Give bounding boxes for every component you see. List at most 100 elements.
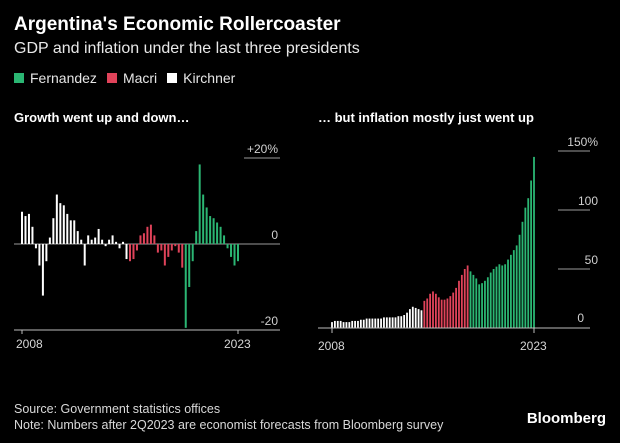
inflation-bar-macri [455, 287, 457, 328]
inflation-bar-kirchner [411, 306, 414, 328]
gdp-bar-kirchner [125, 244, 128, 260]
legend: Fernandez Macri Kirchner [14, 70, 235, 86]
inflation-bar-fernandez [518, 234, 521, 328]
inflation-bar-kirchner [365, 318, 368, 328]
inflation-bar-kirchner [374, 318, 377, 328]
gdp-bar-kirchner [69, 220, 72, 244]
gdp-bar-fernandez [230, 244, 233, 257]
gdp-bar-macri [149, 224, 152, 244]
legend-label-kirchner: Kirchner [183, 70, 236, 86]
inflation-bar-macri [449, 296, 452, 328]
gdp-bar-kirchner [101, 239, 104, 244]
gdp-bar-macri [156, 244, 159, 253]
chart-title: Argentina's Economic Rollercoaster [14, 14, 341, 35]
gdp-bar-macri [163, 244, 166, 266]
forecast-note: Note: Numbers after 2Q2023 are economist… [14, 418, 444, 432]
inflation-bar-fernandez [486, 277, 489, 328]
inflation-bar-macri [463, 269, 466, 328]
gdp-x-tick-label: 2008 [16, 337, 43, 351]
gdp-bar-kirchner [118, 244, 121, 249]
inflation-bar-kirchner [406, 312, 408, 328]
gdp-bar-macri [132, 244, 135, 260]
gdp-bar-macri [174, 244, 177, 247]
inflation-bar-macri [452, 292, 455, 328]
bloomberg-logo: Bloomberg [526, 410, 606, 427]
inflation-bar-kirchner [351, 320, 354, 328]
inflation-bar-kirchner [385, 317, 388, 328]
inflation-bar-fernandez [521, 221, 524, 328]
legend-item-macri: Macri [106, 70, 158, 86]
gdp-bar-kirchner [80, 239, 83, 244]
inflation-bar-fernandez [489, 272, 492, 328]
gdp-bar-fernandez [202, 194, 205, 244]
inflation-bar-fernandez [498, 264, 501, 328]
inflation-bar-fernandez [481, 283, 483, 328]
gdp-bar-macri [139, 235, 142, 244]
gdp-bar-kirchner [94, 237, 97, 244]
inflation-bar-kirchner [400, 316, 403, 328]
inflation-bar-fernandez [492, 269, 495, 328]
inflation-bar-macri [440, 299, 443, 328]
gdp-bar-fernandez [209, 216, 212, 244]
inflation-bar-kirchner [348, 322, 351, 328]
gdp-bar-fernandez [184, 244, 187, 328]
chart-subtitle: GDP and inflation under the last three p… [14, 40, 360, 57]
gdp-bar-kirchner [31, 226, 34, 244]
gdp-bar-kirchner [115, 241, 118, 244]
gdp-bar-fernandez [233, 244, 236, 266]
inflation-bar-kirchner [359, 319, 362, 328]
inflation-bar-kirchner [331, 322, 333, 328]
inflation-bar-fernandez [484, 280, 486, 328]
gdp-bar-macri [181, 244, 184, 268]
gdp-bar-kirchner [52, 218, 55, 244]
legend-label-macri: Macri [122, 70, 158, 86]
inflation-bar-fernandez [504, 264, 507, 328]
inflation-bar-fernandez [472, 274, 475, 328]
inflation-bar-kirchner [383, 317, 385, 328]
inflation-bar-fernandez [495, 266, 498, 328]
gdp-bar-macri [170, 244, 173, 251]
gdp-bar-kirchner [104, 244, 107, 247]
gdp-bar-kirchner [73, 220, 76, 244]
inflation-chart: 150% 100 50 0 2008 2023 [318, 135, 598, 353]
inflation-bar-macri [460, 274, 463, 328]
inflation-bar-fernandez [527, 198, 530, 328]
inflation-bar-fernandez [501, 265, 504, 328]
gdp-bar-macri [160, 244, 163, 251]
inflation-y-tick-label: 100 [578, 194, 598, 208]
inflation-bar-kirchner [380, 318, 382, 328]
gdp-bar-fernandez [198, 164, 201, 244]
inflation-bar-fernandez [515, 245, 518, 328]
inflation-bar-macri [458, 280, 460, 328]
inflation-bar-macri [434, 293, 437, 328]
inflation-panel-title: … but inflation mostly just went up [318, 110, 534, 125]
gdp-bar-fernandez [226, 244, 229, 249]
inflation-bar-kirchner [414, 307, 417, 328]
gdp-bar-kirchner [108, 239, 111, 244]
inflation-bar-fernandez [512, 250, 515, 328]
gdp-bar-fernandez [219, 226, 222, 244]
inflation-bar-kirchner [336, 320, 339, 328]
gdp-bar-fernandez [191, 244, 194, 262]
legend-swatch-macri [106, 73, 117, 83]
gdp-bar-kirchner [41, 244, 44, 296]
gdp-bar-fernandez [223, 235, 226, 244]
inflation-bar-macri [426, 298, 429, 328]
gdp-bar-kirchner [111, 235, 114, 244]
inflation-bar-fernandez [507, 259, 509, 328]
gdp-bar-kirchner [76, 231, 79, 244]
source-note: Source: Government statistics offices [14, 402, 221, 416]
legend-swatch-fernandez [14, 73, 24, 83]
gdp-bar-kirchner [97, 228, 100, 244]
inflation-bar-kirchner [333, 320, 336, 328]
inflation-bar-kirchner [388, 317, 391, 328]
legend-swatch-kirchner [167, 73, 178, 83]
gdp-bar-macri [177, 244, 180, 253]
gdp-bar-kirchner [55, 194, 58, 244]
inflation-bar-kirchner [345, 322, 348, 328]
inflation-x-tick-label: 2023 [520, 339, 547, 353]
gdp-bar-fernandez [188, 244, 191, 287]
gdp-bar-kirchner [90, 239, 93, 244]
inflation-bar-fernandez [510, 254, 512, 328]
gdp-y-tick-label: +20% [247, 142, 278, 156]
